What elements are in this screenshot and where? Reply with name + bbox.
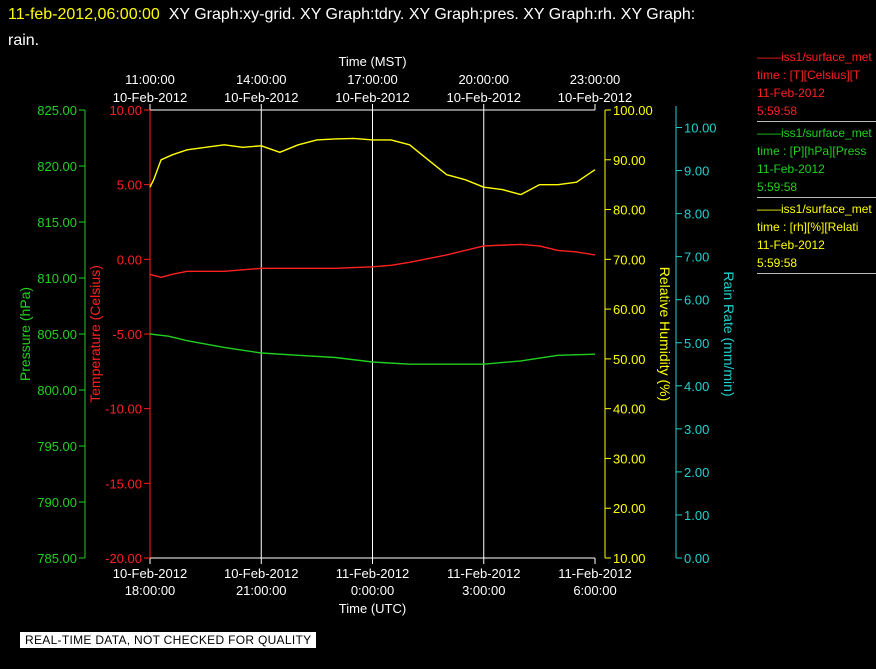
x-top-tick-time: 17:00:00 xyxy=(347,72,398,87)
temperature-tick-label: -20.00 xyxy=(105,551,142,566)
rain-tick-label: 9.00 xyxy=(684,164,709,179)
pressure-tick-label: 790.00 xyxy=(37,495,77,510)
pressure-tick-label: 820.00 xyxy=(37,159,77,174)
x-bottom-tick-date: 11-Feb-2012 xyxy=(447,566,520,581)
pressure-tick-label: 795.00 xyxy=(37,439,77,454)
x-bottom-tick-time: 18:00:00 xyxy=(125,583,176,598)
legend-time: 5:59:58 xyxy=(757,256,798,270)
rain-tick-label: 4.00 xyxy=(684,379,709,394)
header-graphs: XY Graph:xy-grid. XY Graph:tdry. XY Grap… xyxy=(168,6,696,23)
x-bottom-tick-date: 11-Feb-2012 xyxy=(336,566,409,581)
header-line2: rain. xyxy=(8,32,40,49)
rain-tick-label: 3.00 xyxy=(684,422,709,437)
legend-series-name: ——iss1/surface_met xyxy=(757,126,872,140)
rain-axis-label: Rain Rate (mm/min) xyxy=(721,271,737,396)
x-bottom-tick-time: 0:00:00 xyxy=(351,583,394,598)
legend-entry-pressure[interactable]: ——iss1/surface_met time : [P][hPa][Press… xyxy=(757,124,876,198)
legend-time: 5:59:58 xyxy=(757,180,798,194)
rain-tick-label: 8.00 xyxy=(684,207,709,222)
legend-entry-temperature[interactable]: ——iss1/surface_met time : [T][Celsius][T… xyxy=(757,48,876,122)
humidity-tick-label: 90.00 xyxy=(613,153,646,168)
x-top-tick-time: 23:00:00 xyxy=(570,72,621,87)
series-pressure-line xyxy=(149,333,596,365)
rain-tick-label: 7.00 xyxy=(684,250,709,265)
x-top-tick-date: 10-Feb-2012 xyxy=(224,90,298,105)
rain-tick-label: 0.00 xyxy=(684,551,709,566)
x-top-tick-date: 10-Feb-2012 xyxy=(113,90,187,105)
pressure-tick-label: 805.00 xyxy=(37,327,77,342)
x-bottom-axis-label: Time (UTC) xyxy=(339,601,406,616)
humidity-tick-label: 10.00 xyxy=(613,551,646,566)
x-bottom-tick-time: 6:00:00 xyxy=(573,583,616,598)
x-bottom-tick-time: 21:00:00 xyxy=(236,583,287,598)
legend-time: 5:59:58 xyxy=(757,104,798,118)
x-bottom-tick-time: 3:00:00 xyxy=(462,583,505,598)
x-top-axis-label: Time (MST) xyxy=(338,54,406,69)
humidity-tick-label: 50.00 xyxy=(613,352,646,367)
temperature-tick-label: 10.00 xyxy=(109,103,142,118)
humidity-tick-label: 100.00 xyxy=(613,103,653,118)
header-title: 11-feb-2012,06:00:00 XY Graph:xy-grid. X… xyxy=(8,2,848,54)
pressure-tick-label: 815.00 xyxy=(37,215,77,230)
humidity-tick-label: 80.00 xyxy=(613,203,646,218)
legend-series-name: ——iss1/surface_met xyxy=(757,50,872,64)
x-top-tick-time: 20:00:00 xyxy=(458,72,509,87)
humidity-tick-label: 40.00 xyxy=(613,402,646,417)
temperature-tick-label: -5.00 xyxy=(112,327,142,342)
temperature-tick-label: -10.00 xyxy=(105,402,142,417)
x-top-tick-time: 14:00:00 xyxy=(236,72,287,87)
rain-tick-label: 2.00 xyxy=(684,465,709,480)
humidity-axis-label: Relative Humidity (%) xyxy=(657,267,673,402)
legend-date: 11-Feb-2012 xyxy=(757,86,825,100)
rain-tick-label: 6.00 xyxy=(684,293,709,308)
humidity-tick-label: 20.00 xyxy=(613,501,646,516)
legend-series-desc: time : [rh][%][Relati xyxy=(757,220,859,234)
x-bottom-tick-date: 10-Feb-2012 xyxy=(113,566,187,581)
legend-series-desc: time : [P][hPa][Press xyxy=(757,144,867,158)
x-top-tick-date: 10-Feb-2012 xyxy=(447,90,521,105)
x-top-tick-date: 10-Feb-2012 xyxy=(335,90,409,105)
series-humidity-line xyxy=(149,137,596,196)
pressure-tick-label: 825.00 xyxy=(37,103,77,118)
x-top-tick-date: 10-Feb-2012 xyxy=(558,90,632,105)
humidity-tick-label: 60.00 xyxy=(613,302,646,317)
x-bottom-tick-date: 11-Feb-2012 xyxy=(558,566,631,581)
legend-series-name: ——iss1/surface_met xyxy=(757,202,872,216)
humidity-tick-label: 70.00 xyxy=(613,252,646,267)
pressure-tick-label: 785.00 xyxy=(37,551,77,566)
pressure-axis-label: Pressure (hPa) xyxy=(17,287,33,381)
legend-date: 11-Feb-2012 xyxy=(757,238,825,252)
legend-entry-humidity[interactable]: ——iss1/surface_met time : [rh][%][Relati… xyxy=(757,200,876,274)
legend-date: 11-Feb-2012 xyxy=(757,162,825,176)
temperature-axis-label: Temperature (Celsius) xyxy=(87,265,103,403)
temperature-tick-label: 5.00 xyxy=(117,178,142,193)
rain-tick-label: 1.00 xyxy=(684,508,709,523)
legend: ——iss1/surface_met time : [T][Celsius][T… xyxy=(757,48,876,276)
temperature-tick-label: -15.00 xyxy=(105,476,142,491)
pressure-tick-label: 810.00 xyxy=(37,271,77,286)
header-date: 11-feb-2012,06:00:00 xyxy=(8,6,160,23)
quality-banner: REAL-TIME DATA, NOT CHECKED FOR QUALITY xyxy=(20,632,317,648)
temperature-tick-label: 0.00 xyxy=(117,252,142,267)
series-temperature-line xyxy=(149,243,596,278)
x-top-tick-time: 11:00:00 xyxy=(125,72,175,87)
x-bottom-tick-date: 10-Feb-2012 xyxy=(224,566,298,581)
pressure-tick-label: 800.00 xyxy=(37,383,77,398)
rain-tick-label: 10.00 xyxy=(684,121,717,136)
legend-series-desc: time : [T][Celsius][T xyxy=(757,68,861,82)
rain-tick-label: 5.00 xyxy=(684,336,709,351)
humidity-tick-label: 30.00 xyxy=(613,451,646,466)
